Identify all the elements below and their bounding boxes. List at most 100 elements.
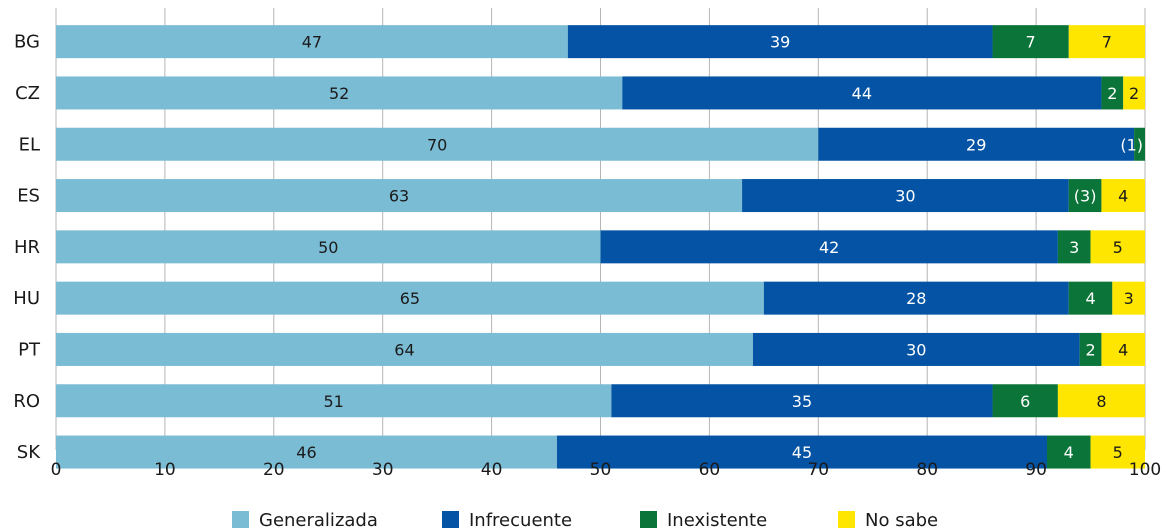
x-tick-label: 30 xyxy=(372,460,394,480)
data-label: 5 xyxy=(1113,443,1123,462)
bar-segment xyxy=(1101,179,1145,213)
bar-segment xyxy=(1068,25,1145,59)
legend-label: No sabe xyxy=(865,510,938,531)
x-tick-label: 10 xyxy=(154,460,176,480)
category-label: HR xyxy=(14,237,40,258)
data-label: 45 xyxy=(792,443,812,462)
bar-segment xyxy=(742,179,1069,213)
data-label: 4 xyxy=(1118,340,1128,359)
x-tick-label: 70 xyxy=(807,460,829,480)
bar-segment xyxy=(56,384,612,418)
bar-segment xyxy=(1057,230,1091,264)
bar-segment xyxy=(1057,384,1145,418)
data-label: 28 xyxy=(906,289,926,308)
bar-segment xyxy=(992,384,1058,418)
legend: Generalizada Infrecuente Inexistente No sab… xyxy=(232,510,938,531)
data-label: 29 xyxy=(966,135,986,154)
data-label: 46 xyxy=(296,443,316,462)
category-label: CZ xyxy=(15,83,40,104)
data-label: 65 xyxy=(400,289,420,308)
data-label: 47 xyxy=(302,33,322,52)
data-label: 70 xyxy=(427,135,447,154)
data-label: (1) xyxy=(1120,135,1143,154)
bar-segment xyxy=(622,76,1102,110)
data-label: 42 xyxy=(819,238,839,257)
grid-lines xyxy=(55,8,1146,450)
data-label: 4 xyxy=(1064,443,1074,462)
category-label: EL xyxy=(19,134,40,155)
category-label: ES xyxy=(17,186,40,207)
x-tick-label: 100 xyxy=(1129,460,1161,480)
bar-segment xyxy=(992,25,1069,59)
bar-segment xyxy=(1068,179,1102,213)
x-tick-label: 20 xyxy=(263,460,285,480)
bar-segment xyxy=(1112,281,1145,315)
bar-segment xyxy=(611,384,993,418)
data-label: 51 xyxy=(324,392,344,411)
data-label: 30 xyxy=(906,340,926,359)
x-tick-label: 40 xyxy=(481,460,503,480)
category-label: SK xyxy=(17,442,41,463)
data-label: 2 xyxy=(1129,84,1139,103)
data-label: 4 xyxy=(1118,187,1128,206)
x-tick-label: 60 xyxy=(699,460,721,480)
x-tick-label: 0 xyxy=(51,460,62,480)
legend-swatch xyxy=(838,511,855,528)
x-tick-label: 90 xyxy=(1025,460,1047,480)
bar-segment xyxy=(1134,127,1145,161)
data-label: (3) xyxy=(1074,187,1097,206)
bars: 47 39 7 752 44 2 270 29 (1)63 30 (3) 450 42 3 565 28 4 36… xyxy=(56,25,1145,469)
bar-segment xyxy=(56,332,753,366)
bar-segment xyxy=(1090,435,1145,469)
bar-segment xyxy=(1123,76,1145,110)
data-label: 52 xyxy=(329,84,349,103)
legend-swatch xyxy=(232,511,249,528)
bar-segment xyxy=(556,435,1047,469)
x-axis-ticks: 0 10 20 30 40 50 60 70 80 90 100 xyxy=(51,460,1162,480)
data-label: 64 xyxy=(394,340,414,359)
data-label: 2 xyxy=(1085,340,1095,359)
bar-segment xyxy=(1046,435,1091,469)
data-label: 7 xyxy=(1026,33,1036,52)
bar-segment xyxy=(600,230,1058,264)
bar-segment xyxy=(818,127,1135,161)
bar-segment xyxy=(1079,332,1102,366)
bar-segment xyxy=(1101,76,1124,110)
category-labels: BG CZ EL ES HR HU PT RO SK xyxy=(13,32,41,463)
data-label: 7 xyxy=(1102,33,1112,52)
legend-label: Inexistente xyxy=(667,510,767,531)
data-label: 6 xyxy=(1020,392,1030,411)
bar-segment xyxy=(56,76,623,110)
data-label: 63 xyxy=(389,187,409,206)
bar-segment xyxy=(56,127,819,161)
legend-swatch xyxy=(640,511,657,528)
legend-label: Infrecuente xyxy=(469,510,572,531)
data-label: 4 xyxy=(1085,289,1095,308)
data-label: 2 xyxy=(1107,84,1117,103)
bar-segment xyxy=(56,179,743,213)
legend-swatch xyxy=(442,511,459,528)
data-label: 3 xyxy=(1069,238,1079,257)
category-label: HU xyxy=(13,288,40,309)
bar-segment xyxy=(56,230,601,264)
bar-segment xyxy=(752,332,1080,366)
bar-segment xyxy=(56,281,764,315)
category-label: PT xyxy=(18,339,41,360)
data-label: 30 xyxy=(895,187,915,206)
bar-segment xyxy=(1068,281,1113,315)
legend-label: Generalizada xyxy=(259,510,378,531)
bar-segment xyxy=(56,435,557,469)
x-tick-label: 50 xyxy=(590,460,612,480)
data-label: 50 xyxy=(318,238,338,257)
data-label: 39 xyxy=(770,33,790,52)
data-label: 35 xyxy=(792,392,812,411)
category-label: BG xyxy=(14,32,40,53)
data-label: 44 xyxy=(852,84,872,103)
bar-segment xyxy=(1090,230,1145,264)
category-label: RO xyxy=(13,391,40,412)
data-label: 3 xyxy=(1124,289,1134,308)
bar-segment xyxy=(1101,332,1145,366)
data-label: 8 xyxy=(1096,392,1106,411)
data-label: 5 xyxy=(1113,238,1123,257)
